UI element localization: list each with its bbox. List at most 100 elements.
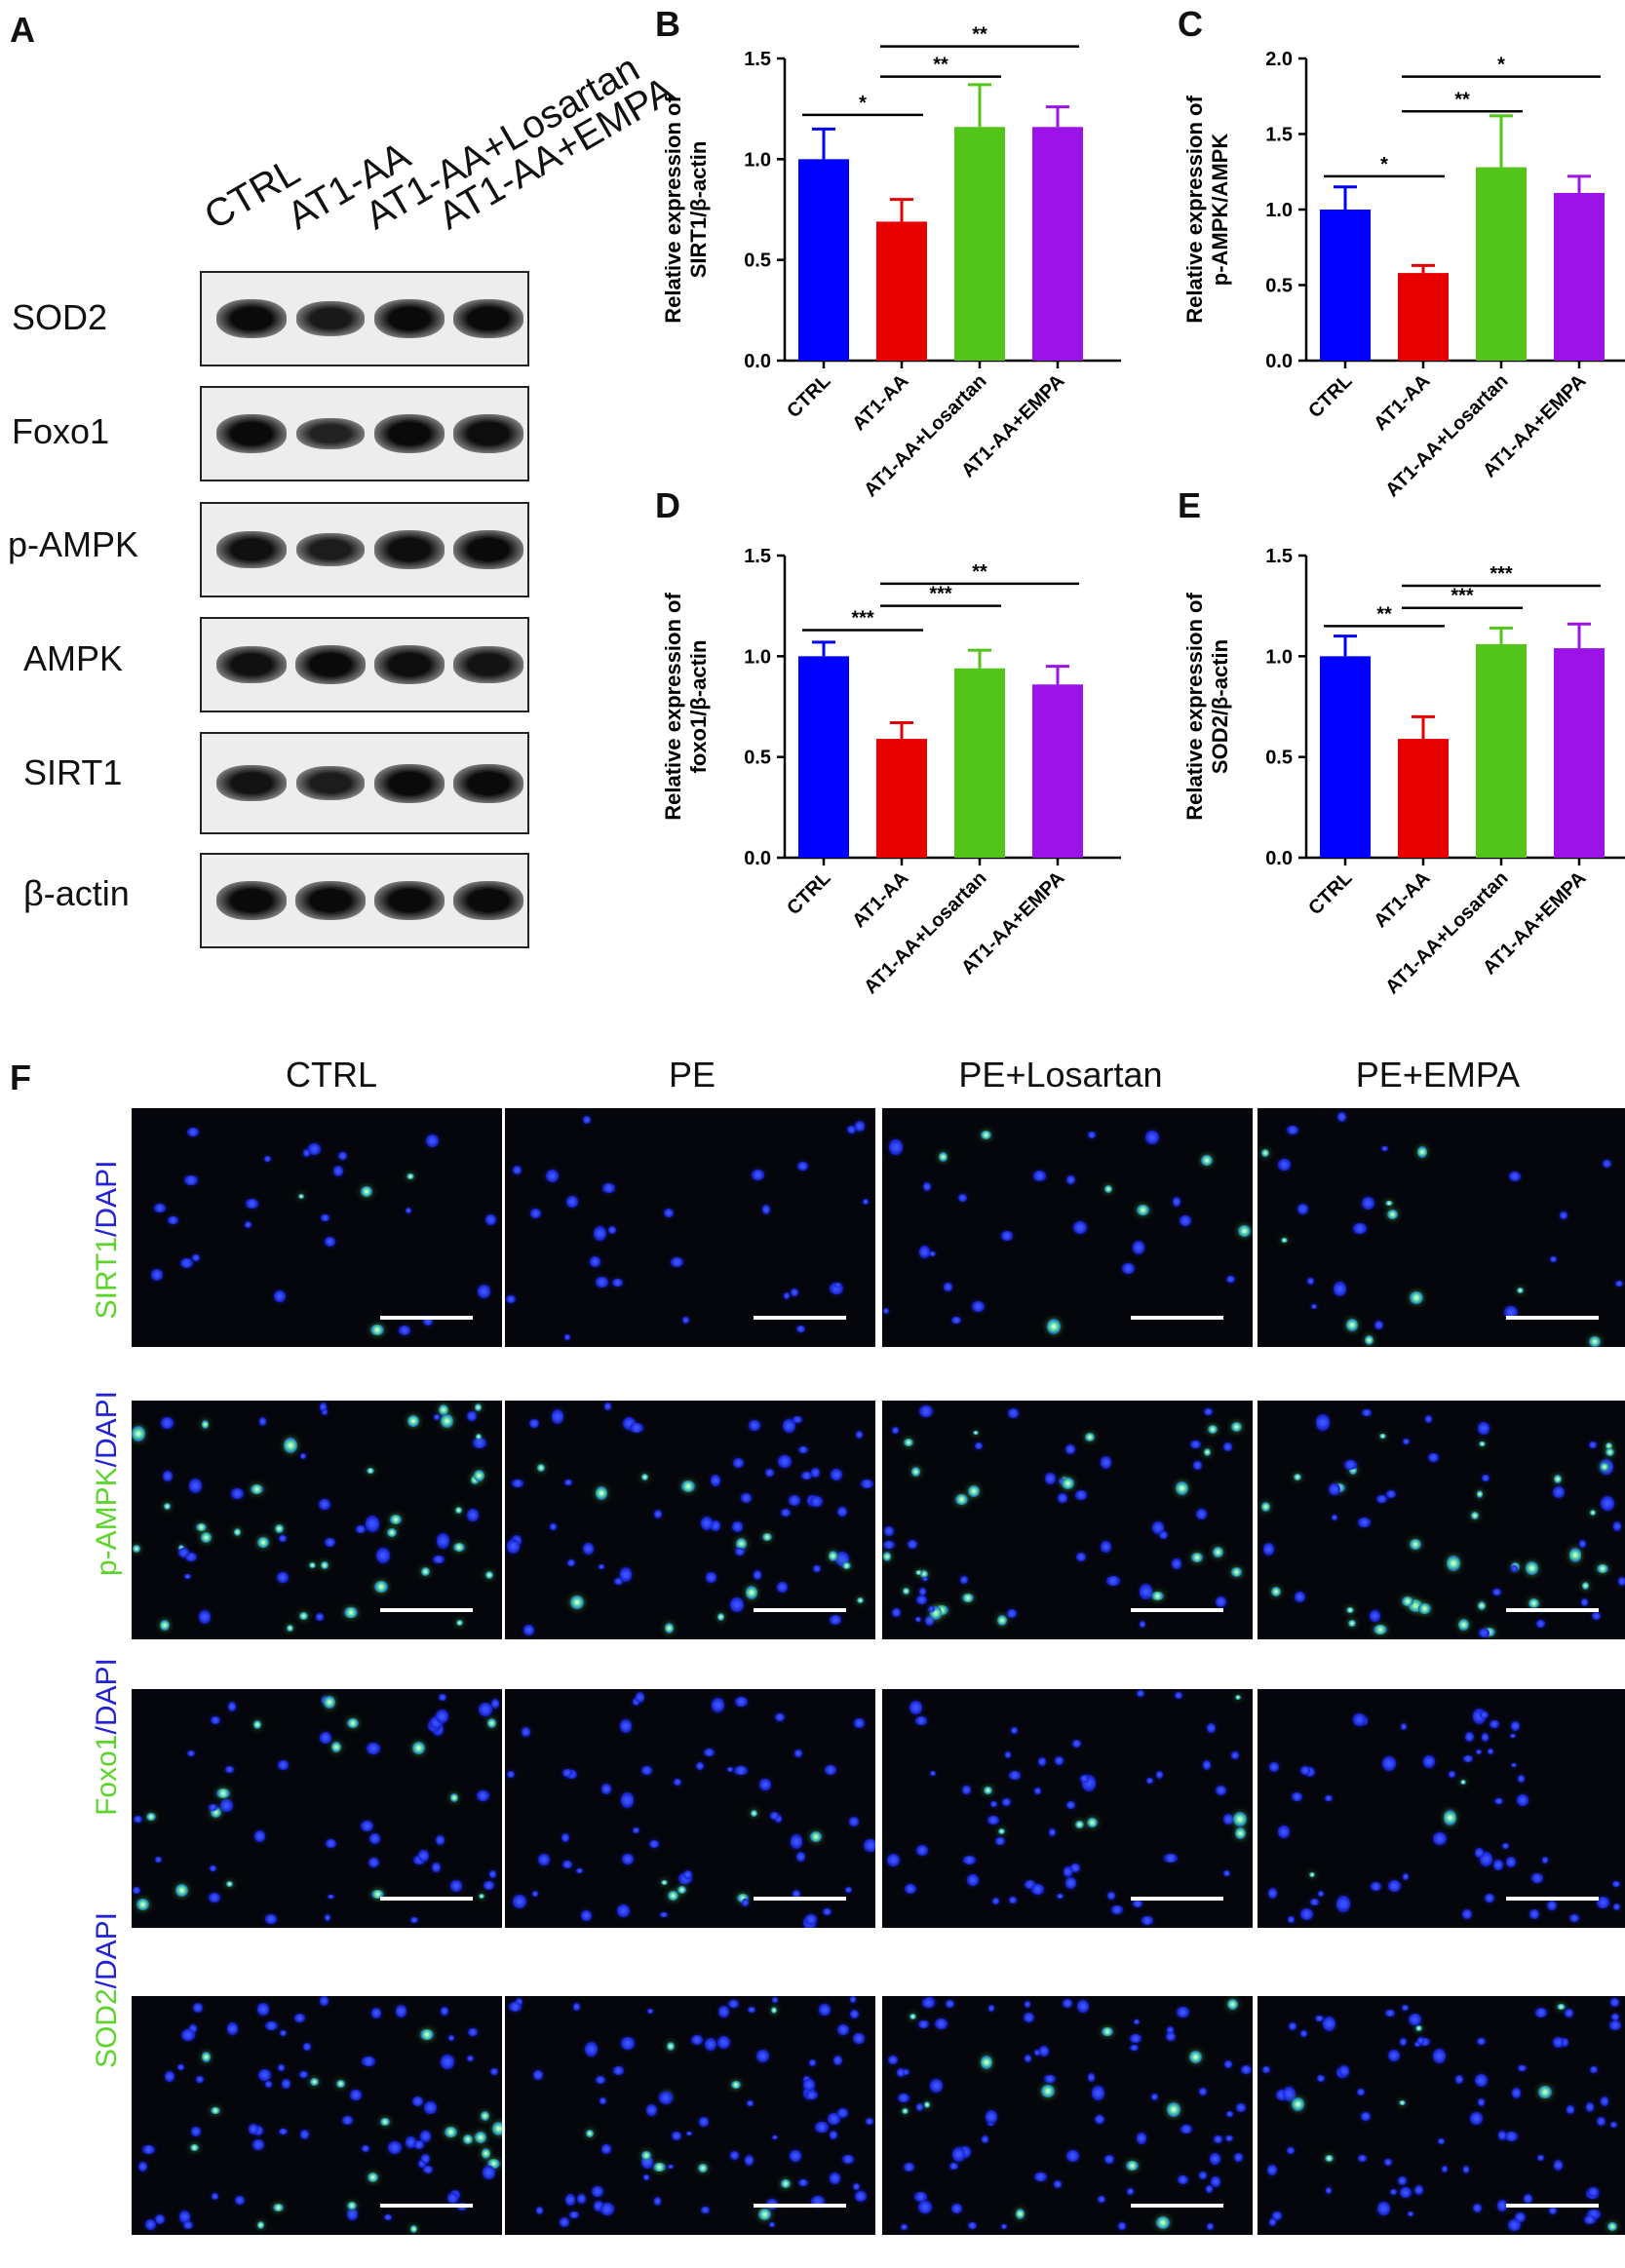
nucleus xyxy=(769,1812,780,1820)
nucleus xyxy=(324,1537,335,1547)
nucleus xyxy=(179,1257,194,1269)
nucleus xyxy=(667,2164,674,2170)
nucleus xyxy=(652,2162,666,2172)
nucleus xyxy=(1617,1576,1625,1586)
nucleus xyxy=(420,2154,431,2164)
nucleus xyxy=(653,2197,662,2207)
nucleus xyxy=(681,1480,695,1493)
nucleus xyxy=(1402,2005,1409,2011)
nucleus xyxy=(1076,1999,1089,2013)
nucleus xyxy=(1175,1691,1183,1700)
nucleus xyxy=(954,1494,968,1506)
nucleus xyxy=(594,2200,604,2212)
nucleus xyxy=(168,1215,179,1225)
panel-label-c: C xyxy=(1178,4,1203,44)
nucleus xyxy=(619,1718,632,1733)
scale-bar xyxy=(754,2204,846,2208)
nucleus xyxy=(985,2110,997,2124)
nucleus xyxy=(484,1570,494,1579)
nucleus xyxy=(918,2200,933,2214)
nucleus xyxy=(279,2030,287,2037)
nucleus xyxy=(795,1325,805,1333)
nucleus xyxy=(277,2063,285,2071)
nucleus xyxy=(704,1749,716,1757)
nucleus xyxy=(1033,1171,1046,1181)
nucleus xyxy=(1481,1733,1490,1742)
nucleus xyxy=(531,1891,538,1897)
nucleus xyxy=(1535,2008,1547,2018)
nucleus xyxy=(227,2021,239,2036)
nucleus xyxy=(529,1418,540,1428)
nucleus xyxy=(837,1506,848,1518)
nucleus xyxy=(423,2100,437,2115)
nucleus xyxy=(1510,1721,1521,1732)
nucleus xyxy=(948,2163,958,2171)
nucleus xyxy=(1034,2172,1047,2181)
nucleus xyxy=(1283,2086,1296,2101)
nucleus xyxy=(1447,1555,1460,1571)
nucleus xyxy=(1085,1432,1096,1442)
nucleus xyxy=(1325,2154,1335,2163)
nucleus xyxy=(791,1288,798,1296)
nucleus xyxy=(1063,1998,1072,2008)
nucleus xyxy=(506,1295,517,1304)
scale-bar xyxy=(380,1608,473,1612)
nucleus xyxy=(718,2005,729,2018)
nucleus xyxy=(811,1467,820,1478)
nucleus xyxy=(1482,1474,1490,1482)
nucleus xyxy=(474,1403,482,1412)
x-tick-label: AT1-AA xyxy=(848,370,912,435)
nucleus xyxy=(1299,2030,1307,2038)
x-tick-label: CTRL xyxy=(783,867,834,919)
nucleus xyxy=(513,1166,522,1175)
nucleus xyxy=(889,1139,903,1155)
nucleus xyxy=(177,1545,184,1551)
nucleus xyxy=(198,1610,211,1625)
nucleus xyxy=(1074,1490,1087,1500)
nucleus xyxy=(762,1533,773,1542)
nucleus xyxy=(1053,2179,1063,2188)
nucleus xyxy=(1144,1130,1159,1144)
nucleus xyxy=(935,1605,948,1615)
nucleus xyxy=(425,1134,440,1147)
nucleus xyxy=(607,1226,616,1234)
nucleus xyxy=(696,1762,705,1771)
nucleus xyxy=(929,1770,937,1777)
nucleus xyxy=(1095,2114,1104,2125)
nucleus xyxy=(1226,2111,1234,2117)
nucleus xyxy=(1166,2031,1176,2042)
y-axis-label: Relative expression of xyxy=(661,96,685,324)
nucleus xyxy=(1590,1510,1597,1516)
nucleus xyxy=(1203,1447,1211,1456)
nucleus xyxy=(1054,1756,1064,1766)
nucleus xyxy=(1385,1200,1393,1206)
nucleus xyxy=(752,1169,764,1180)
nucleus xyxy=(1064,1444,1076,1454)
nucleus xyxy=(1222,1870,1230,1877)
nucleus xyxy=(1240,2065,1252,2075)
nucleus xyxy=(475,2131,486,2143)
y-axis-label: Relative expression of xyxy=(661,593,685,821)
nucleus xyxy=(1589,1442,1597,1449)
nucleus xyxy=(1517,1775,1526,1784)
y-axis-label: p-AMPK/AMPK xyxy=(1208,134,1232,287)
scale-bar xyxy=(380,2204,473,2208)
nucleus xyxy=(561,1861,572,1869)
wb-band xyxy=(216,414,287,453)
nucleus xyxy=(1016,2208,1025,2219)
nucleus xyxy=(1087,2073,1095,2082)
nucleus xyxy=(326,1839,337,1848)
wb-membrane xyxy=(200,386,529,481)
significance-label: ** xyxy=(1454,89,1470,110)
wb-band xyxy=(453,881,523,920)
y-tick-label: 1.5 xyxy=(1265,125,1293,146)
scale-bar xyxy=(754,1608,846,1612)
nucleus xyxy=(1455,2075,1464,2085)
nucleus xyxy=(1260,1501,1271,1513)
y-tick-label: 0.5 xyxy=(744,250,771,272)
nucleus xyxy=(614,1578,623,1586)
nucleus xyxy=(440,1414,453,1429)
nucleus xyxy=(782,1418,795,1434)
nucleus xyxy=(632,1698,639,1706)
nucleus xyxy=(1063,1866,1073,1878)
